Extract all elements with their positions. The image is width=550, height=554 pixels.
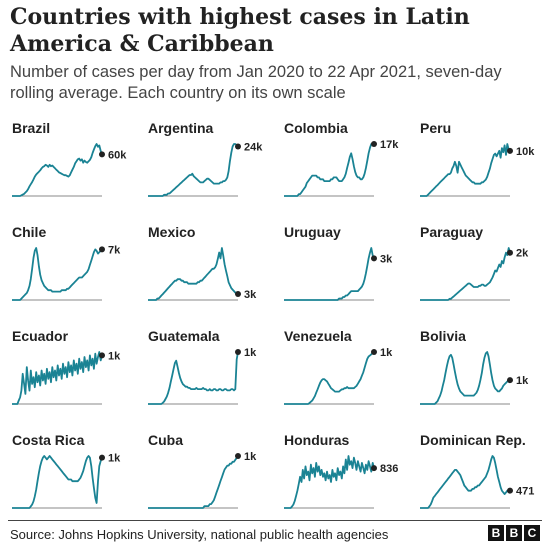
series-line: [284, 143, 374, 197]
end-point: [99, 151, 105, 158]
end-point: [99, 246, 105, 253]
end-value-label: 1k: [244, 451, 257, 463]
end-value-label: 1k: [108, 453, 121, 465]
series-line: [420, 351, 510, 405]
series-line: [420, 455, 510, 509]
series-line: [148, 247, 239, 301]
series-line: [148, 351, 239, 405]
country-chart: Venezuela 1k: [284, 328, 393, 405]
country-chart: Chile 7k: [12, 224, 121, 301]
series-line: [12, 143, 103, 197]
end-point: [371, 141, 377, 147]
country-title: Cuba: [148, 432, 183, 448]
series-line: [148, 455, 239, 509]
chart-title: Countries with highest cases in Latin Am…: [10, 4, 470, 57]
end-point: [371, 349, 377, 355]
country-title: Uruguay: [284, 224, 341, 240]
country-chart: Cuba 1k: [148, 432, 257, 509]
series-line: [420, 247, 511, 301]
country-title: Argentina: [148, 120, 214, 136]
country-title: Brazil: [12, 120, 50, 136]
end-point: [235, 453, 241, 459]
country-chart: Colombia 17k: [284, 120, 399, 197]
country-chart: Peru 10k: [420, 120, 535, 197]
country-title: Honduras: [284, 432, 350, 448]
end-point: [235, 143, 241, 150]
country-chart: Mexico 3k: [148, 224, 257, 301]
series-line: [12, 351, 103, 405]
end-value-label: 1k: [244, 347, 257, 359]
country-chart: Paraguay 2k: [420, 224, 529, 301]
country-chart: Brazil 60k: [12, 120, 127, 197]
end-value-label: 3k: [380, 253, 393, 265]
end-point: [371, 465, 377, 472]
country-title: Peru: [420, 120, 451, 136]
end-value-label: 1k: [108, 350, 121, 362]
country-title: Mexico: [148, 224, 195, 240]
end-value-label: 1k: [516, 375, 529, 387]
end-point: [507, 487, 513, 494]
country-chart: Bolivia 1k: [420, 328, 529, 405]
bbc-logo: B B C: [488, 525, 540, 541]
country-title: Guatemala: [148, 328, 220, 344]
end-value-label: 1k: [380, 347, 393, 359]
footer-divider: [8, 520, 542, 521]
country-chart: Costa Rica 1k: [12, 432, 121, 509]
series-line: [12, 455, 103, 509]
series-line: [12, 247, 103, 301]
country-chart: Argentina 24k: [148, 120, 263, 197]
end-value-label: 836: [380, 463, 398, 475]
end-point: [99, 454, 105, 461]
end-point: [507, 147, 513, 154]
source-note: Source: Johns Hopkins University, nation…: [10, 527, 389, 542]
country-title: Ecuador: [12, 328, 69, 344]
country-chart: Uruguay 3k: [284, 224, 393, 301]
end-value-label: 471: [516, 486, 534, 498]
end-value-label: 2k: [516, 248, 529, 260]
bbc-logo-letter-3: C: [524, 525, 540, 541]
end-point: [99, 352, 105, 359]
series-line: [284, 351, 375, 405]
end-value-label: 10k: [516, 146, 535, 158]
country-chart: Ecuador 1k: [12, 328, 121, 405]
country-chart: Guatemala 1k: [148, 328, 257, 405]
series-line: [284, 455, 375, 509]
country-chart: Dominican Rep. 471: [420, 432, 534, 509]
end-point: [235, 291, 241, 298]
country-title: Paraguay: [420, 224, 483, 240]
footer: Source: Johns Hopkins University, nation…: [0, 520, 550, 554]
country-title: Dominican Rep.: [420, 432, 526, 448]
end-value-label: 7k: [108, 244, 121, 256]
country-title: Colombia: [284, 120, 348, 136]
end-point: [507, 249, 513, 256]
country-title: Chile: [12, 224, 46, 240]
end-value-label: 17k: [380, 139, 399, 151]
end-value-label: 3k: [244, 289, 257, 301]
end-point: [507, 377, 513, 384]
country-title: Bolivia: [420, 328, 466, 344]
series-line: [148, 143, 239, 197]
country-chart: Honduras 836: [284, 432, 398, 509]
bbc-logo-letter-2: B: [506, 525, 522, 541]
series-line: [284, 247, 375, 301]
end-point: [235, 349, 241, 355]
series-line: [420, 143, 511, 197]
chart-subtitle: Number of cases per day from Jan 2020 to…: [10, 63, 502, 102]
end-value-label: 24k: [244, 141, 263, 153]
bbc-logo-letter-1: B: [488, 525, 504, 541]
country-title: Venezuela: [284, 328, 352, 344]
end-value-label: 60k: [108, 149, 127, 161]
country-title: Costa Rica: [12, 432, 85, 448]
end-point: [371, 255, 377, 262]
